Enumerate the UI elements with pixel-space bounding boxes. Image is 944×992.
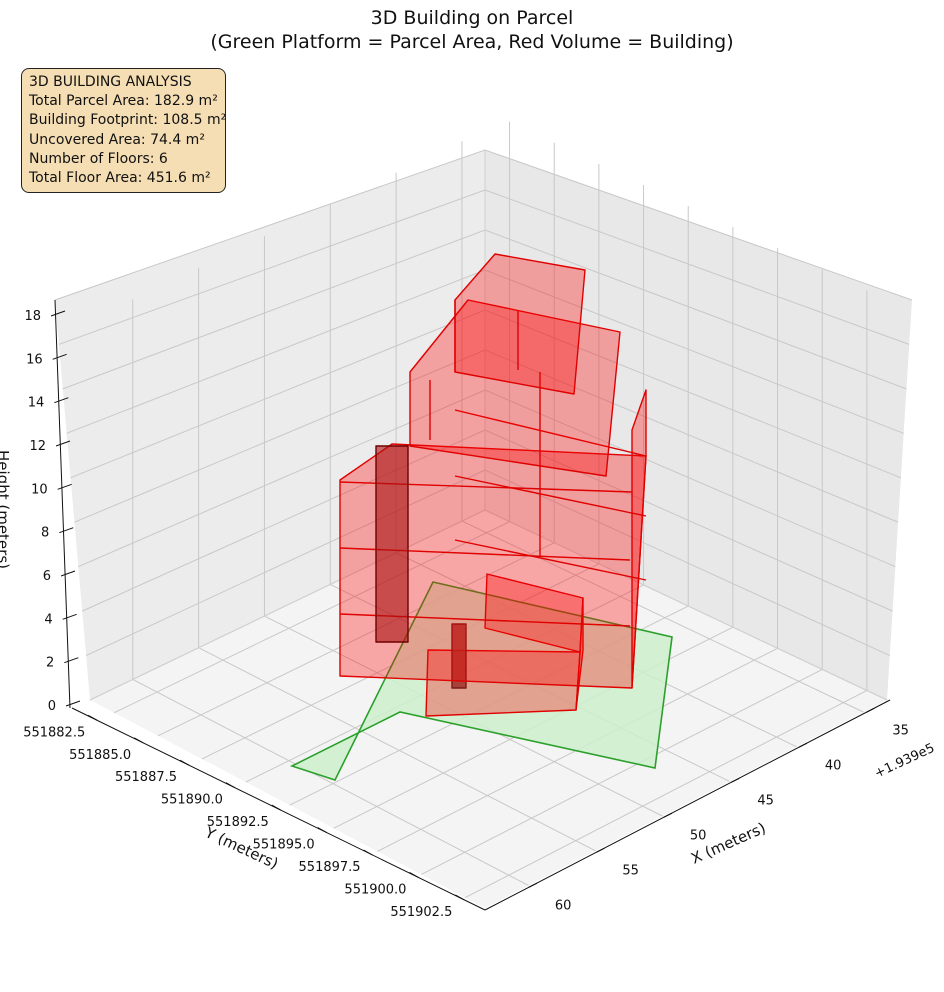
y-tick-label: 551895.0 xyxy=(253,838,315,853)
z-tick-mark xyxy=(57,483,72,490)
z-tick-label: 4 xyxy=(44,612,52,627)
floor-line-5 xyxy=(454,539,647,581)
z-tick-mark xyxy=(65,700,81,707)
x-tick-mark xyxy=(528,882,538,888)
title-line-2: (Green Platform = Parcel Area, Red Volum… xyxy=(210,31,734,53)
x-tick-label: 45 xyxy=(757,793,774,808)
parcel-platform xyxy=(289,581,673,781)
x-tick-mark xyxy=(663,812,673,818)
building-volume xyxy=(339,253,647,717)
building-curve-strip xyxy=(375,445,409,643)
z-tick-label: 10 xyxy=(31,482,48,497)
y-tick-label: 551892.5 xyxy=(207,815,269,830)
y-tick-label: 551890.0 xyxy=(161,793,223,808)
y-tick-label: 551900.0 xyxy=(344,882,406,897)
building-main-side xyxy=(631,389,647,689)
z-axis-line xyxy=(54,299,71,709)
x-tick-mark xyxy=(866,707,875,713)
y-tick-mark xyxy=(179,759,190,766)
z-tick-mark xyxy=(52,353,67,360)
z-axis-label: Height (meters) xyxy=(0,450,12,569)
y-tick-mark xyxy=(317,827,327,834)
y-tick-mark xyxy=(271,804,282,811)
z-tick-mark xyxy=(54,397,69,404)
z-tick-mark xyxy=(55,440,71,447)
y-tick-label: 551887.5 xyxy=(115,770,177,785)
z-tick-mark xyxy=(64,657,79,664)
x-tick-mark xyxy=(596,847,605,853)
y-tick-label: 551882.5 xyxy=(23,725,85,740)
z-tick-mark xyxy=(50,310,66,317)
x-axis-line xyxy=(484,699,891,911)
chart-title: 3D Building on Parcel (Green Platform = … xyxy=(0,6,944,54)
z-ticks: 0 2 4 6 8 10 12 14 16 18 xyxy=(24,309,81,714)
y-tick-label: 551897.5 xyxy=(299,860,361,875)
left-pane xyxy=(55,150,485,700)
building-wing-curve xyxy=(451,623,467,689)
info-line-total-floor-area: Total Floor Area: 451.6 m² xyxy=(29,170,211,187)
pane-edges xyxy=(89,150,888,701)
z-tick-label: 6 xyxy=(43,569,51,584)
info-line-number-of-floors: Number of Floors: 6 xyxy=(29,150,168,167)
y-tick-label: 551885.0 xyxy=(69,748,131,763)
y-tick-mark xyxy=(87,714,98,721)
z-tick-mark xyxy=(59,527,74,534)
floor-line-6 xyxy=(454,409,647,457)
y-tick-mark xyxy=(409,872,419,878)
info-line-uncovered-area: Uncovered Area: 74.4 m² xyxy=(29,131,205,148)
z-tick-label: 2 xyxy=(46,656,54,671)
x-tick-label: 40 xyxy=(825,758,842,773)
z-tick-mark xyxy=(60,570,76,577)
z-tick-label: 14 xyxy=(28,396,45,411)
z-tick-label: 16 xyxy=(26,352,43,367)
y-tick-mark xyxy=(225,782,236,789)
info-line-building-footprint: Building Footprint: 108.5 m² xyxy=(29,112,227,129)
x-tick-label: 60 xyxy=(555,898,572,913)
analysis-info-box: 3D BUILDING ANALYSIS Total Parcel Area: … xyxy=(21,68,227,194)
x-tick-mark xyxy=(798,742,808,748)
x-ticks: 35 40 45 50 55 60 xyxy=(528,707,909,913)
y-tick-mark xyxy=(133,737,144,744)
x-offset-label: +1.939e5 xyxy=(872,741,937,782)
z-tick-label: 0 xyxy=(48,699,56,714)
y-tick-mark xyxy=(455,894,465,901)
z-tick-label: 12 xyxy=(29,439,46,454)
z-tick-label: 18 xyxy=(24,309,41,324)
x-tick-label: 55 xyxy=(622,863,639,878)
z-tick-mark xyxy=(62,613,77,620)
info-heading: 3D BUILDING ANALYSIS xyxy=(29,74,192,90)
x-tick-label: 35 xyxy=(892,723,909,738)
y-ticks: 551882.5 551885.0 551887.5 551890.0 551892.5… xyxy=(23,714,465,920)
title-line-1: 3D Building on Parcel xyxy=(370,7,574,29)
right-pane xyxy=(485,150,912,700)
x-tick-label: 50 xyxy=(690,828,707,843)
y-tick-label: 551902.5 xyxy=(390,905,452,920)
building-wing-side xyxy=(575,597,584,711)
z-tick-label: 8 xyxy=(41,526,49,541)
info-line-total-parcel-area: Total Parcel Area: 182.9 m² xyxy=(29,93,218,110)
building-upper-1 xyxy=(409,299,621,477)
y-tick-mark xyxy=(363,849,373,856)
x-tick-mark xyxy=(731,777,740,783)
floor-line-4 xyxy=(454,475,647,517)
